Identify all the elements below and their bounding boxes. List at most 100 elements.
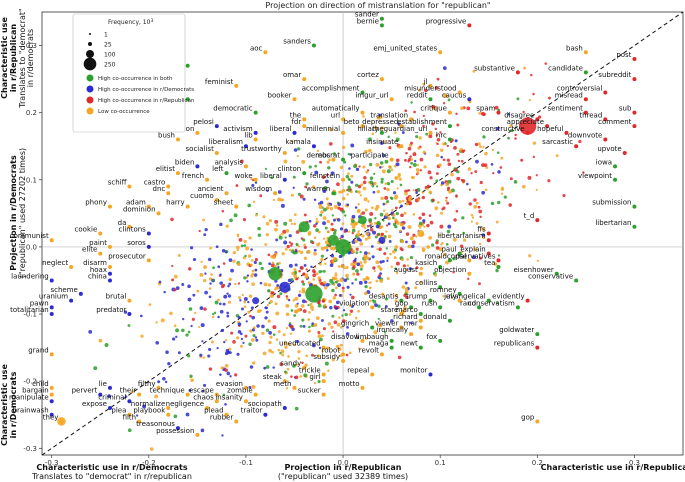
background-point [173, 414, 178, 419]
background-point [547, 179, 551, 183]
point-label: trustworthy [241, 145, 282, 153]
point-label: paint [89, 239, 107, 247]
background-point [394, 299, 398, 303]
background-point [245, 320, 248, 323]
labeled-point [146, 231, 151, 236]
background-point [253, 273, 258, 277]
background-point [269, 299, 273, 304]
background-point [301, 159, 306, 164]
point-label: booker [268, 91, 292, 99]
background-point [243, 276, 247, 280]
background-point [326, 230, 330, 234]
background-point [285, 229, 290, 233]
background-point [316, 149, 320, 153]
labeled-point [156, 385, 161, 390]
background-point [236, 352, 240, 356]
point-label: steak [263, 373, 283, 381]
background-point [204, 227, 208, 232]
background-point [341, 319, 346, 324]
background-point [513, 179, 518, 184]
background-point [350, 174, 354, 178]
background-point [329, 278, 334, 283]
background-point [222, 283, 226, 287]
background-point [492, 172, 495, 175]
background-point [442, 158, 446, 162]
background-point [390, 265, 393, 268]
background-point [373, 172, 376, 175]
background-point [523, 66, 527, 70]
background-point [221, 434, 224, 437]
background-point [301, 361, 304, 364]
background-point [390, 319, 394, 323]
background-point [478, 242, 482, 246]
labeled-point [214, 124, 219, 129]
labeled-point [370, 325, 375, 330]
point-label: zombie [227, 387, 252, 395]
background-point [248, 342, 252, 346]
point-label: marco [396, 306, 418, 314]
background-point [374, 216, 377, 220]
point-label: uneducated [279, 340, 321, 348]
background-point [412, 213, 416, 216]
background-point [372, 266, 376, 270]
point-label: omar [283, 71, 301, 79]
background-point [324, 262, 327, 266]
point-label: rubber [210, 413, 234, 421]
background-point [578, 139, 582, 144]
background-point [376, 221, 381, 226]
background-point [171, 264, 174, 268]
background-point [182, 317, 185, 321]
background-point [329, 207, 334, 211]
background-point [354, 278, 358, 281]
background-point [258, 261, 263, 266]
background-point [314, 164, 317, 168]
background-point [431, 122, 435, 126]
background-point [363, 197, 368, 202]
point-label: pelosi [193, 118, 214, 126]
background-point [268, 340, 272, 345]
background-point [222, 393, 226, 397]
labeled-point [535, 345, 540, 350]
corner-bottom-left-title: Characteristic use in r/Democrats [36, 463, 187, 472]
background-point [187, 354, 191, 358]
background-point [516, 97, 520, 101]
background-point [313, 236, 317, 240]
background-point [366, 224, 370, 228]
labeled-point [282, 177, 287, 182]
point-label: manipulate [9, 393, 49, 401]
point-label: democrat [306, 152, 340, 160]
background-point [237, 322, 242, 327]
background-point [535, 188, 538, 191]
background-point [334, 293, 337, 297]
background-point [271, 255, 276, 259]
point-label: misunderstood [404, 85, 456, 93]
background-point [368, 281, 371, 285]
point-label: translation [370, 111, 408, 119]
large-point [358, 215, 367, 225]
background-point [409, 236, 414, 241]
background-point [324, 245, 329, 250]
labeled-point [341, 117, 346, 122]
background-point [415, 266, 419, 270]
background-point [405, 232, 410, 236]
background-point [324, 240, 329, 245]
labeled-point [224, 171, 229, 176]
point-label: the [290, 111, 302, 119]
background-point [307, 304, 310, 307]
background-point [510, 128, 514, 133]
background-point [355, 167, 360, 172]
background-point [456, 123, 460, 127]
background-point [300, 304, 305, 308]
point-label: criminal [98, 393, 126, 401]
axis-ticks: -0.3 -0.2 -0.1 0.0 0.1 0.2 0.3 -0.3 -0.2 -0.1 0.0 0… [23, 42, 640, 467]
background-point [229, 218, 233, 223]
background-point [233, 213, 238, 218]
background-point [415, 135, 419, 139]
background-point [344, 312, 348, 317]
background-point [247, 254, 252, 258]
background-point [356, 262, 361, 267]
background-point [555, 154, 559, 158]
background-point [285, 295, 289, 298]
point-label: kasich [415, 259, 437, 267]
